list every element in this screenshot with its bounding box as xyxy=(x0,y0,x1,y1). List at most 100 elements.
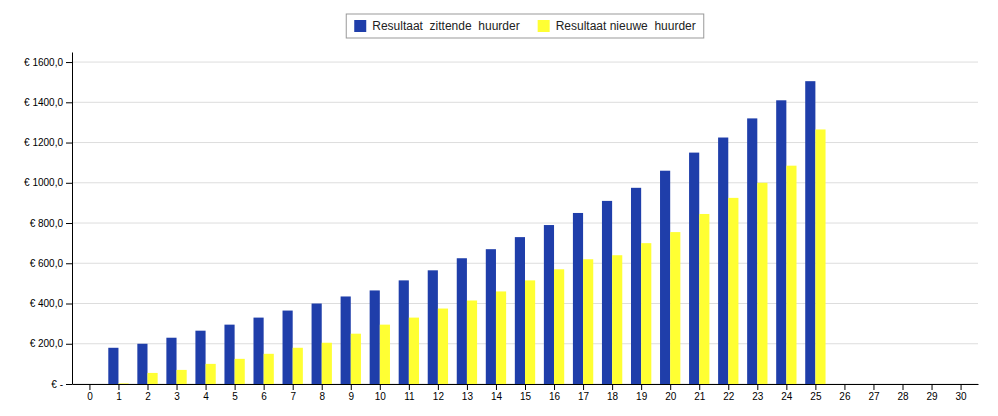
x-tick: 14 xyxy=(491,384,503,402)
x-tick: 23 xyxy=(752,384,764,402)
y-tick: € 600,0 xyxy=(30,258,72,269)
x-tick-mark xyxy=(815,384,816,390)
x-tick-mark xyxy=(409,384,410,390)
grid-line xyxy=(72,102,978,103)
bar xyxy=(844,384,854,385)
bar xyxy=(602,201,612,384)
bar xyxy=(515,237,525,384)
bar xyxy=(641,243,651,384)
bars xyxy=(108,81,825,384)
bar xyxy=(118,383,128,384)
x-tick-label: 16 xyxy=(549,391,561,402)
y-tick-mark xyxy=(66,183,72,184)
grid-line xyxy=(72,182,978,183)
x-tick-label: 11 xyxy=(404,391,415,402)
x-tick: 15 xyxy=(520,384,532,402)
x-tick: 0 xyxy=(87,384,93,402)
x-tick-label: 25 xyxy=(810,391,822,402)
bar xyxy=(747,118,757,384)
y-tick-mark xyxy=(66,344,72,345)
x-tick: 8 xyxy=(319,384,325,402)
y-tick-mark xyxy=(66,384,72,385)
bar xyxy=(137,344,147,384)
x-tick-mark xyxy=(873,384,874,390)
x-tick: 10 xyxy=(375,384,387,402)
y-tick-mark xyxy=(66,62,72,63)
x-tick-mark xyxy=(177,384,178,390)
bar xyxy=(496,291,506,384)
y-axis: € -€ 200,0€ 400,0€ 600,0€ 800,0€ 1000,0€… xyxy=(24,53,72,390)
x-tick-mark xyxy=(525,384,526,390)
x-tick-label: 21 xyxy=(694,391,706,402)
bar-series xyxy=(118,129,825,384)
x-tick-label: 28 xyxy=(897,391,909,402)
x-tick-label: 10 xyxy=(375,391,387,402)
x-tick-label: 1 xyxy=(116,391,122,402)
x-tick: 17 xyxy=(578,384,590,402)
x-tick-label: 27 xyxy=(868,391,880,402)
x-tick-label: 4 xyxy=(203,391,209,402)
x-tick: 25 xyxy=(810,384,822,402)
legend-swatch xyxy=(538,20,550,32)
y-tick-label: € 400,0 xyxy=(30,298,64,309)
y-tick-label: € 600,0 xyxy=(30,258,64,269)
legend-item: Resultaat zittende huurder xyxy=(354,19,519,33)
x-tick: 11 xyxy=(404,384,415,402)
x-tick: 22 xyxy=(723,384,735,402)
x-tick-mark xyxy=(438,384,439,390)
y-axis-line xyxy=(72,53,73,385)
bar xyxy=(341,296,351,384)
y-tick-label: € 1400,0 xyxy=(24,97,63,108)
bar xyxy=(148,373,158,384)
y-tick-label: € 800,0 xyxy=(30,218,64,229)
bar xyxy=(961,384,971,385)
x-tick: 1 xyxy=(116,384,122,402)
bar xyxy=(380,325,390,384)
x-tick-mark xyxy=(757,384,758,390)
grid-line xyxy=(72,62,978,63)
bar xyxy=(786,166,796,384)
x-tick: 19 xyxy=(636,384,648,402)
bar xyxy=(525,280,535,384)
bar xyxy=(583,259,593,384)
x-tick-mark xyxy=(206,384,207,390)
bar xyxy=(631,188,641,384)
x-tick-mark xyxy=(786,384,787,390)
bar xyxy=(660,171,670,384)
y-tick: € 800,0 xyxy=(30,218,72,229)
bar xyxy=(89,384,99,385)
x-tick-label: 17 xyxy=(578,391,590,402)
x-axis: 0123456789101112131415161718192021222324… xyxy=(73,384,979,402)
legend-label: Resultaat zittende huurder xyxy=(372,19,519,33)
x-tick-mark xyxy=(351,384,352,390)
x-tick: 21 xyxy=(694,384,706,402)
x-tick-mark xyxy=(148,384,149,390)
bar xyxy=(370,290,380,384)
x-tick-label: 13 xyxy=(462,391,474,402)
legend: Resultaat zittende huurder Resultaat nieu… xyxy=(346,14,704,38)
bar xyxy=(438,309,448,384)
legend-swatch xyxy=(354,20,366,32)
x-tick-label: 19 xyxy=(636,391,648,402)
x-tick-mark xyxy=(554,384,555,390)
bar xyxy=(757,183,767,384)
plot: 0123456789101112131415161718192021222324… xyxy=(24,53,978,403)
bar xyxy=(457,258,467,384)
x-tick-mark xyxy=(699,384,700,390)
x-tick-mark xyxy=(89,384,90,390)
bar xyxy=(235,359,245,384)
y-tick-mark xyxy=(66,304,72,305)
x-tick-label: 29 xyxy=(926,391,938,402)
bar xyxy=(903,384,913,385)
x-tick-label: 14 xyxy=(491,391,503,402)
bar xyxy=(486,249,496,384)
bar xyxy=(805,81,815,384)
legend-label: Resultaat nieuwe huurder xyxy=(556,19,696,33)
bar xyxy=(79,384,89,385)
bar xyxy=(409,318,419,384)
x-tick: 20 xyxy=(665,384,677,402)
x-tick-mark xyxy=(583,384,584,390)
bar xyxy=(892,384,902,385)
x-tick: 24 xyxy=(781,384,793,402)
x-tick: 18 xyxy=(607,384,619,402)
